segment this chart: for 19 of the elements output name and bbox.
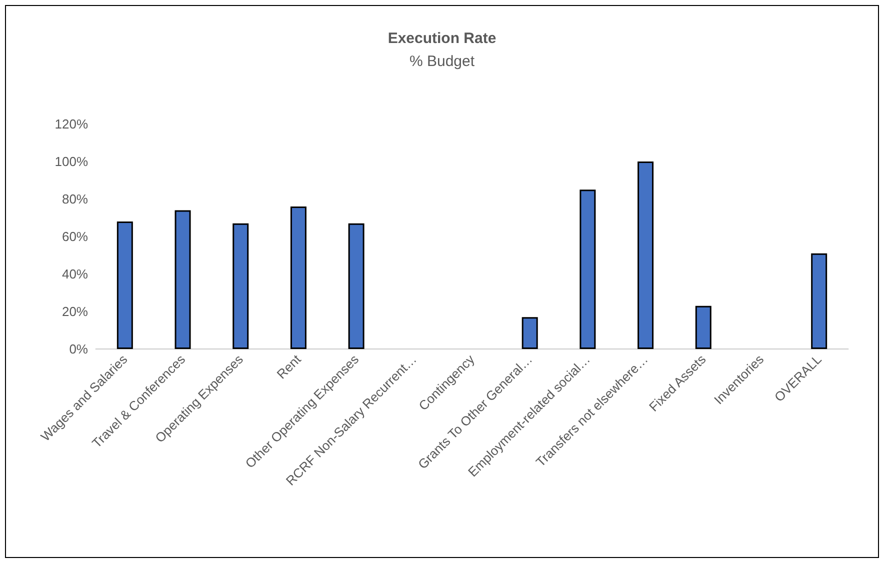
bar [695, 306, 712, 349]
chart-title: Execution Rate [388, 30, 496, 47]
y-tick-label: 0% [69, 342, 88, 356]
y-tick-label: 60% [62, 229, 88, 244]
bar [580, 190, 596, 349]
bar [811, 253, 828, 349]
bar [174, 210, 191, 349]
bar [290, 206, 306, 349]
y-tick-label: 40% [62, 266, 88, 282]
bar [522, 317, 538, 349]
bar [638, 162, 654, 349]
bar [116, 222, 133, 349]
bar [232, 223, 249, 349]
y-tick-label: 20% [62, 304, 88, 319]
bar [348, 223, 364, 349]
y-tick-label: 120% [54, 116, 88, 132]
y-tick-label: 80% [62, 192, 88, 206]
chart-subtitle: % Budget [409, 53, 476, 70]
y-tick-label: 100% [54, 154, 88, 169]
